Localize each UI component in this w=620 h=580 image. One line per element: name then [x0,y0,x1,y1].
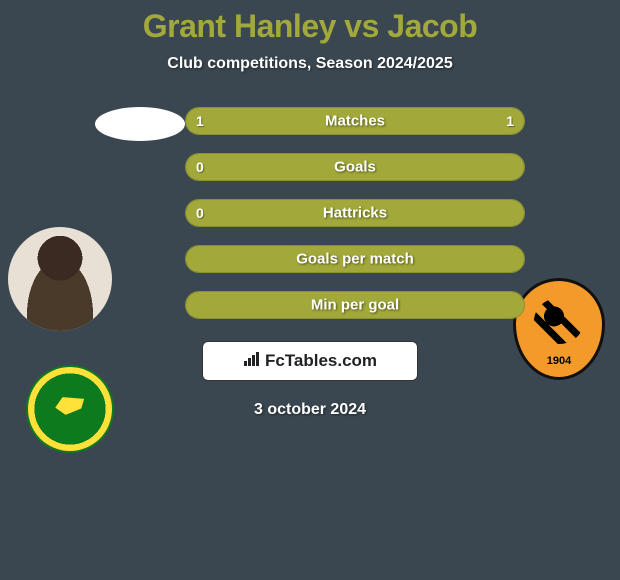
page-title: Grant Hanley vs Jacob [143,8,478,45]
stat-row: 1 1 Matches [185,107,525,135]
attribution-box: FcTables.com [202,341,418,381]
stat-list: 1 1 Matches 0 Goals 0 Hattricks Goals per match… [185,107,525,319]
player-left-photo [8,227,112,331]
stat-row: Goals per match [185,245,525,273]
date-label: 3 october 2024 [254,401,366,419]
stat-label: Hattricks [323,205,387,222]
stat-row: 0 Hattricks [185,199,525,227]
stat-value-right: 1 [506,113,514,129]
stat-value-left: 0 [196,205,204,221]
stat-label: Goals per match [296,251,414,268]
chart-icon [243,351,261,371]
stat-row: Min per goal [185,291,525,319]
attribution-text: FcTables.com [265,351,377,371]
player-right-photo [95,107,185,141]
stat-label: Goals [334,159,376,176]
stat-label: Min per goal [311,297,399,314]
stat-value-left: 1 [196,113,204,129]
club-badge-right [516,281,602,377]
stat-label: Matches [325,113,385,130]
stat-row: 0 Goals [185,153,525,181]
avatar [8,227,112,331]
comparison-card: Grant Hanley vs Jacob Club competitions,… [0,0,620,419]
stat-value-left: 0 [196,159,204,175]
page-subtitle: Club competitions, Season 2024/2025 [167,55,452,73]
stats-section: 1 1 Matches 0 Goals 0 Hattricks Goals per match… [0,107,620,319]
club-badge-left [28,367,112,451]
